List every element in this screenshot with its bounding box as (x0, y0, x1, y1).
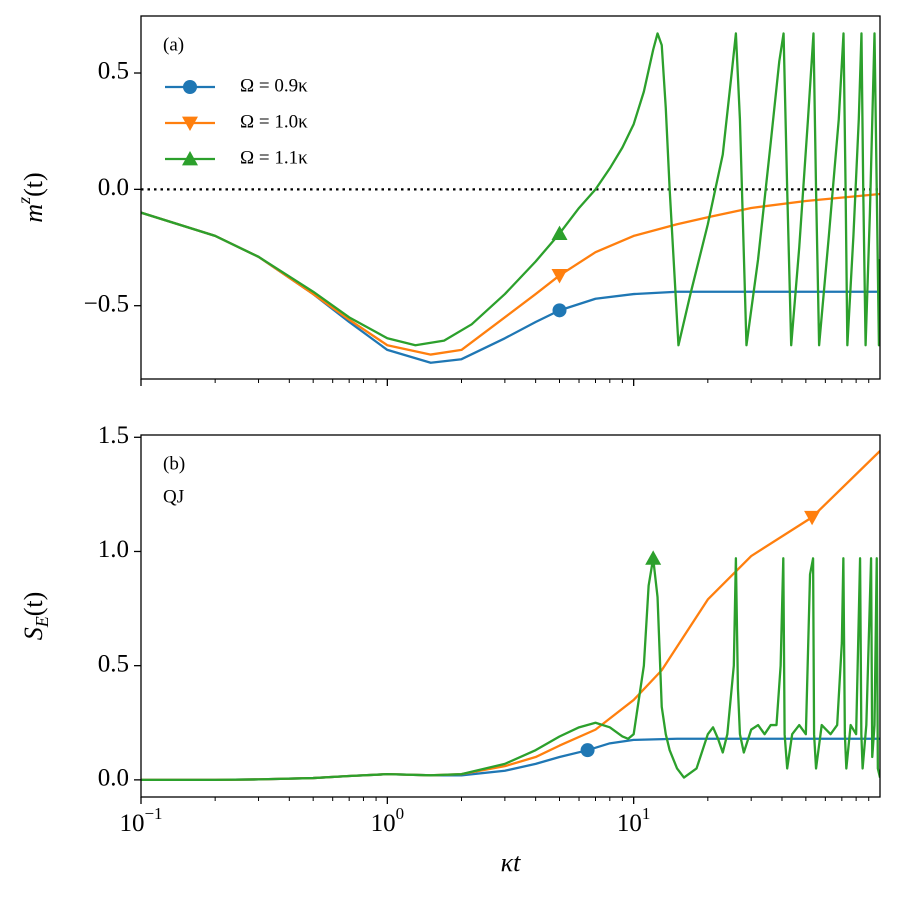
legend-label: Ω = 1.0κ (240, 111, 308, 132)
line (141, 737, 880, 782)
line (141, 557, 880, 782)
y-tick-label: 0.5 (98, 58, 129, 85)
marker (645, 550, 662, 565)
x-tick-base: 10 (617, 810, 642, 837)
x-tick-exponent: 0 (396, 804, 405, 823)
x-axis-label: κt (501, 848, 521, 877)
y-label-sub: E (32, 616, 52, 628)
y-tick-label: −0.5 (84, 290, 129, 317)
marker (182, 116, 198, 131)
x-tick-label: 101 (617, 804, 651, 837)
y-axis-label: mz(t) (14, 172, 48, 222)
y-tick-label: 0.0 (98, 765, 129, 792)
y-tick-label: 1.5 (98, 422, 129, 449)
series (141, 32, 880, 347)
marker (182, 151, 198, 166)
marker (580, 743, 595, 758)
legend-label: Ω = 0.9κ (240, 75, 308, 96)
y-label-sup: z (14, 197, 34, 205)
series (141, 737, 880, 782)
y-tick-label: 0.0 (98, 174, 129, 201)
x-tick-base: 10 (119, 810, 144, 837)
y-label-base: m (19, 204, 48, 223)
series (141, 450, 880, 782)
y-label-base: S (19, 627, 48, 640)
series (141, 192, 880, 356)
line (141, 192, 880, 356)
series (141, 557, 880, 782)
x-tick-label: 10−1 (119, 804, 162, 837)
marker (804, 510, 821, 526)
x-tick-base: 10 (371, 810, 396, 837)
marker (551, 225, 568, 240)
y-tick-label: 0.5 (98, 650, 129, 677)
panel-label: (a) (163, 34, 184, 55)
line (141, 32, 880, 347)
y-axis-label: SE(t) (19, 592, 52, 641)
marker (183, 80, 197, 94)
panel-label: (b) (163, 453, 185, 474)
x-tick-label: 100 (371, 804, 405, 837)
y-label-rest: (t) (19, 592, 48, 617)
axes-frame (140, 434, 881, 798)
marker (552, 303, 567, 318)
x-tick-exponent: −1 (144, 804, 162, 823)
y-tick-label: 1.0 (98, 536, 129, 563)
x-tick-exponent: 1 (642, 804, 651, 823)
axes-frame (140, 15, 881, 380)
y-label-rest: (t) (19, 172, 48, 197)
line (141, 450, 880, 782)
panel-sublabel: QJ (163, 486, 184, 507)
marker (551, 269, 568, 284)
legend-label: Ω = 1.1κ (240, 147, 308, 168)
